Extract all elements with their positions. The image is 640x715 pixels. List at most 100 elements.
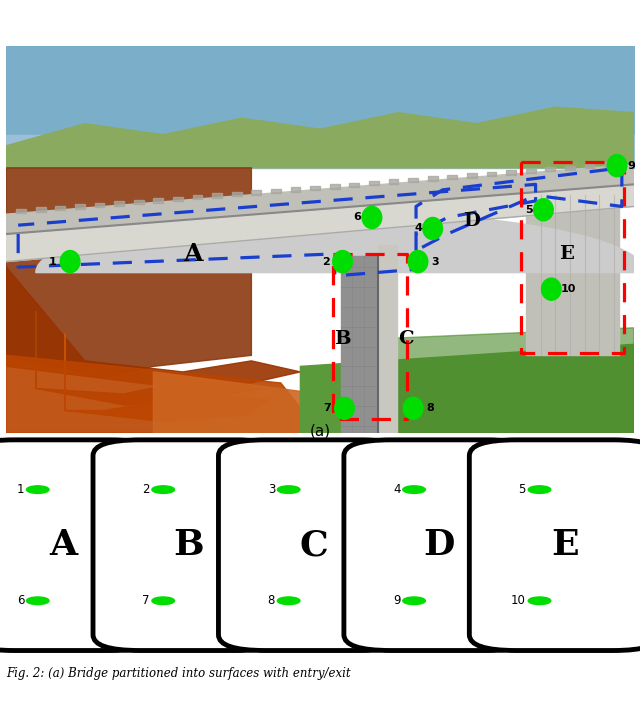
Polygon shape <box>428 177 438 181</box>
Polygon shape <box>545 167 556 172</box>
Polygon shape <box>154 372 379 433</box>
Text: A: A <box>49 528 77 562</box>
Polygon shape <box>6 164 634 234</box>
Text: 8: 8 <box>426 403 434 413</box>
Circle shape <box>152 597 175 605</box>
Polygon shape <box>340 256 378 433</box>
Circle shape <box>26 485 49 493</box>
Text: E: E <box>559 245 574 263</box>
Circle shape <box>528 485 551 493</box>
Polygon shape <box>378 245 397 433</box>
Circle shape <box>403 398 423 419</box>
Text: 1: 1 <box>49 257 56 267</box>
Circle shape <box>333 250 353 272</box>
Text: E: E <box>551 528 579 562</box>
Text: 10: 10 <box>511 594 526 607</box>
Polygon shape <box>467 173 477 178</box>
Circle shape <box>607 154 627 177</box>
Circle shape <box>403 485 426 493</box>
Text: 6: 6 <box>353 212 361 222</box>
Text: 2: 2 <box>142 483 150 496</box>
Polygon shape <box>56 206 65 210</box>
Polygon shape <box>526 169 536 173</box>
Polygon shape <box>95 203 104 207</box>
Polygon shape <box>604 162 614 167</box>
Polygon shape <box>369 181 379 185</box>
Text: 1: 1 <box>17 483 24 496</box>
Text: A: A <box>183 242 202 266</box>
Polygon shape <box>408 178 418 182</box>
Circle shape <box>423 217 442 240</box>
Circle shape <box>26 597 49 605</box>
Circle shape <box>277 485 300 493</box>
FancyBboxPatch shape <box>0 440 158 651</box>
Text: 9: 9 <box>393 594 401 607</box>
Polygon shape <box>75 204 85 209</box>
Text: (b): (b) <box>309 631 331 646</box>
Polygon shape <box>193 195 202 199</box>
Polygon shape <box>310 186 320 190</box>
Polygon shape <box>447 175 457 179</box>
Polygon shape <box>6 168 252 378</box>
Polygon shape <box>252 190 261 194</box>
Text: 9: 9 <box>628 161 636 171</box>
Polygon shape <box>506 170 516 174</box>
Text: 3: 3 <box>431 257 438 267</box>
Text: B: B <box>334 330 351 347</box>
Polygon shape <box>65 333 271 422</box>
Text: D: D <box>424 528 455 562</box>
FancyBboxPatch shape <box>469 440 640 651</box>
Text: 2: 2 <box>322 257 330 267</box>
Polygon shape <box>134 199 143 204</box>
Circle shape <box>60 250 80 272</box>
Polygon shape <box>271 189 281 193</box>
Polygon shape <box>486 172 497 176</box>
Polygon shape <box>526 195 619 355</box>
Polygon shape <box>6 267 300 388</box>
Text: 7: 7 <box>142 594 150 607</box>
FancyBboxPatch shape <box>93 440 284 651</box>
Text: (a): (a) <box>309 423 331 438</box>
Circle shape <box>403 597 426 605</box>
Polygon shape <box>212 194 222 198</box>
Polygon shape <box>584 164 595 169</box>
Circle shape <box>528 597 551 605</box>
Circle shape <box>362 207 381 229</box>
Polygon shape <box>379 327 634 433</box>
Text: 4: 4 <box>414 224 422 234</box>
Text: 5: 5 <box>518 483 526 496</box>
Polygon shape <box>232 192 242 197</box>
Circle shape <box>408 250 428 272</box>
Polygon shape <box>36 212 640 272</box>
Text: 4: 4 <box>393 483 401 496</box>
Polygon shape <box>6 107 634 168</box>
Text: Fig. 2: (a) Bridge partitioned into surfaces with entry/exit: Fig. 2: (a) Bridge partitioned into surf… <box>6 666 351 680</box>
Polygon shape <box>388 179 398 184</box>
Polygon shape <box>6 355 320 433</box>
Polygon shape <box>330 184 340 189</box>
Polygon shape <box>349 182 359 187</box>
Text: 10: 10 <box>560 284 575 294</box>
Circle shape <box>277 597 300 605</box>
FancyBboxPatch shape <box>218 440 409 651</box>
Polygon shape <box>6 184 634 262</box>
Circle shape <box>541 278 561 300</box>
Text: 3: 3 <box>268 483 275 496</box>
Text: B: B <box>173 528 204 562</box>
Polygon shape <box>114 201 124 206</box>
Circle shape <box>152 485 175 493</box>
Polygon shape <box>565 166 575 170</box>
Polygon shape <box>36 311 261 405</box>
Text: 5: 5 <box>525 204 532 214</box>
Polygon shape <box>36 207 45 212</box>
Text: 6: 6 <box>17 594 24 607</box>
Polygon shape <box>291 187 300 192</box>
Polygon shape <box>154 198 163 202</box>
Text: 8: 8 <box>268 594 275 607</box>
FancyBboxPatch shape <box>344 440 534 651</box>
Text: D: D <box>463 212 481 230</box>
Circle shape <box>335 398 355 419</box>
Polygon shape <box>300 345 634 433</box>
Text: C: C <box>399 330 414 347</box>
Polygon shape <box>16 209 26 213</box>
